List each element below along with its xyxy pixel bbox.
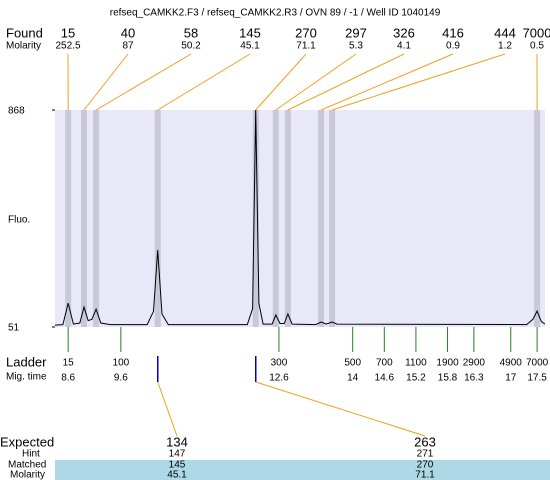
found-molarity: 45.1	[240, 41, 260, 52]
found-size: 270	[295, 25, 317, 40]
found-leader	[331, 53, 506, 111]
hint-size: 147	[169, 449, 186, 460]
ladder-label: Ladder	[6, 354, 47, 369]
found-leader	[320, 53, 454, 111]
matched-band	[55, 460, 550, 480]
found-molarity: 0.9	[446, 41, 460, 52]
ladder-size: 100	[113, 358, 130, 369]
ladder-size: 500	[344, 358, 361, 369]
ladder-time: 16.3	[464, 373, 484, 384]
found-molarity: 71.1	[296, 41, 316, 52]
trace	[54, 109, 546, 326]
ladder-time: 14.6	[375, 373, 395, 384]
found-size: 15	[61, 25, 75, 40]
found-size: 416	[442, 25, 464, 40]
matched-size: 145	[169, 460, 186, 471]
matched-label: Matched	[8, 460, 46, 471]
matched-molarity: 71.1	[415, 470, 435, 480]
found-molarity: 50.2	[181, 41, 201, 52]
expected-molarity-label: Molarity	[10, 470, 45, 480]
ladder-time: 15.2	[406, 373, 426, 384]
ladder-time: 12.6	[269, 373, 289, 384]
found-peak-band	[534, 110, 541, 327]
molarity-label: Molarity	[6, 41, 41, 52]
y-tick-label: 51	[8, 323, 20, 334]
found-size: 40	[121, 25, 135, 40]
found-molarity: 0.5	[530, 41, 544, 52]
mig-time-label: Mig. time	[6, 372, 47, 383]
matched-size: 270	[417, 460, 434, 471]
ladder-size: 15	[63, 358, 75, 369]
found-peak-band	[93, 110, 100, 327]
hint-size: 271	[417, 449, 434, 460]
y-label: Fluo.	[8, 215, 30, 226]
expected-size: 263	[414, 434, 436, 449]
found-molarity: 252.5	[55, 41, 80, 52]
found-peak-band	[65, 110, 72, 327]
y-tick-label: 868	[8, 106, 25, 117]
ladder-size: 7000	[526, 358, 549, 369]
ladder-size: 1100	[405, 358, 427, 369]
ladder-time: 17	[505, 373, 517, 384]
ladder-time: 8.6	[61, 373, 75, 384]
matched-molarity: 45.1	[167, 470, 187, 480]
found-peak-band	[154, 110, 161, 327]
plot-area	[55, 110, 545, 327]
ladder-size: 2900	[463, 358, 486, 369]
found-molarity: 4.1	[397, 41, 411, 52]
found-leader	[255, 53, 307, 111]
title: refseq_CAMKK2.F3 / refseq_CAMKK2.R3 / OV…	[110, 8, 441, 19]
found-peak-band	[318, 110, 325, 327]
found-peak-band	[329, 110, 336, 327]
found-molarity: 87	[122, 41, 134, 52]
found-leader	[287, 53, 405, 111]
found-size: 326	[393, 25, 415, 40]
found-peak-band	[272, 110, 279, 327]
found-molarity: 1.2	[498, 41, 512, 52]
expected-size: 134	[166, 434, 188, 449]
found-label: Found	[6, 25, 43, 40]
found-peak-band	[80, 110, 87, 327]
expected-leader	[157, 381, 178, 437]
expected-label: Expected	[0, 434, 54, 449]
found-size: 7000	[523, 25, 550, 40]
found-leader	[95, 53, 192, 111]
found-molarity: 5.3	[349, 41, 363, 52]
ladder-time: 9.6	[114, 373, 128, 384]
found-size: 444	[494, 25, 516, 40]
found-size: 297	[345, 25, 367, 40]
ladder-size: 4900	[500, 358, 523, 369]
ladder-size: 700	[376, 358, 393, 369]
expected-leader	[255, 381, 426, 437]
ladder-time: 15.8	[438, 373, 458, 384]
found-peak-band	[284, 110, 291, 327]
found-size: 58	[184, 25, 198, 40]
found-size: 145	[239, 25, 261, 40]
found-leader	[275, 53, 357, 111]
found-peak-band	[252, 110, 259, 327]
found-leader	[157, 53, 251, 111]
ladder-time: 14	[347, 373, 359, 384]
hint-label: Hint	[22, 449, 40, 460]
found-leader	[83, 53, 129, 111]
ladder-time: 17.5	[527, 373, 547, 384]
ladder-size: 1900	[436, 358, 459, 369]
ladder-size: 300	[271, 358, 288, 369]
